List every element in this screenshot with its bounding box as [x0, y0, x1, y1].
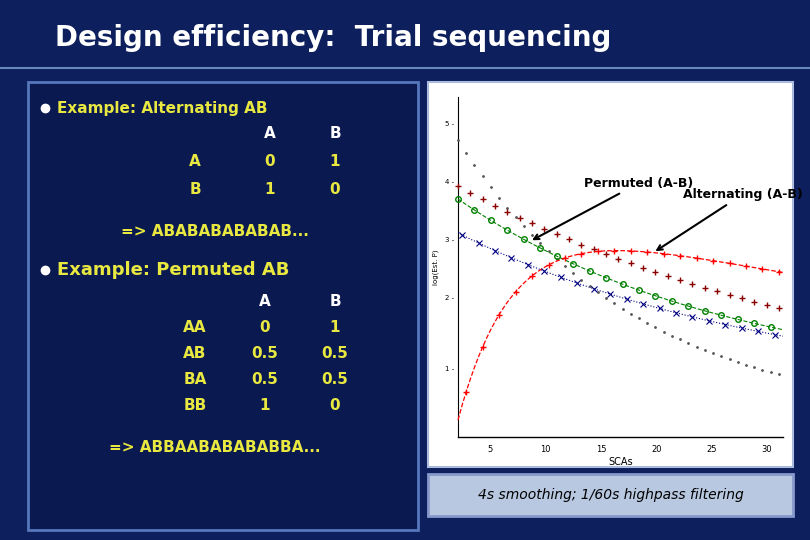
Text: A: A: [264, 125, 276, 140]
Text: SCAs: SCAs: [608, 457, 633, 467]
Text: Permuted (A-B): Permuted (A-B): [534, 177, 693, 239]
Text: => ABABABABABAB...: => ABABABABABAB...: [121, 225, 309, 240]
Text: 0.5: 0.5: [322, 347, 348, 361]
Bar: [428, 82, 793, 467]
Text: => ABBAABABABABBA...: => ABBAABABABABBA...: [109, 441, 321, 456]
Text: 0: 0: [330, 181, 340, 197]
Text: 0: 0: [260, 321, 271, 335]
FancyBboxPatch shape: [28, 82, 418, 530]
Text: BA: BA: [183, 373, 207, 388]
Text: Example: Permuted AB: Example: Permuted AB: [57, 261, 289, 279]
Text: B: B: [329, 125, 341, 140]
Text: 0.5: 0.5: [322, 373, 348, 388]
Text: 3 -: 3 -: [445, 237, 454, 243]
FancyBboxPatch shape: [428, 474, 793, 516]
Text: log(Est. P): log(Est. P): [433, 249, 439, 285]
Text: Design efficiency:  Trial sequencing: Design efficiency: Trial sequencing: [55, 24, 612, 52]
Text: 0.5: 0.5: [252, 373, 279, 388]
Text: 1: 1: [330, 321, 340, 335]
Bar: [0, 0, 810, 68]
Text: 1: 1: [265, 181, 275, 197]
Text: A: A: [259, 294, 271, 309]
Text: 1: 1: [260, 399, 271, 414]
Text: B: B: [190, 181, 201, 197]
Text: 1 -: 1 -: [445, 366, 454, 372]
Text: AA: AA: [183, 321, 207, 335]
Text: 25: 25: [706, 445, 717, 454]
Text: 0: 0: [330, 399, 340, 414]
Text: B: B: [329, 294, 341, 309]
Text: BB: BB: [183, 399, 207, 414]
Text: 0.5: 0.5: [252, 347, 279, 361]
Text: 20: 20: [651, 445, 662, 454]
Text: 1: 1: [330, 153, 340, 168]
Text: AB: AB: [183, 347, 207, 361]
Text: 0: 0: [265, 153, 275, 168]
Text: 4s smoothing; 1/60s highpass filtering: 4s smoothing; 1/60s highpass filtering: [478, 488, 744, 502]
Text: 5: 5: [488, 445, 493, 454]
Text: A: A: [189, 153, 201, 168]
Text: Example: Alternating AB: Example: Alternating AB: [57, 100, 267, 116]
Text: 10: 10: [540, 445, 551, 454]
Text: 5 -: 5 -: [445, 121, 454, 127]
Text: 4 -: 4 -: [445, 179, 454, 185]
Text: Alternating (A-B): Alternating (A-B): [657, 188, 803, 250]
Text: 2 -: 2 -: [445, 295, 454, 301]
Text: 15: 15: [595, 445, 606, 454]
Text: 30: 30: [761, 445, 772, 454]
